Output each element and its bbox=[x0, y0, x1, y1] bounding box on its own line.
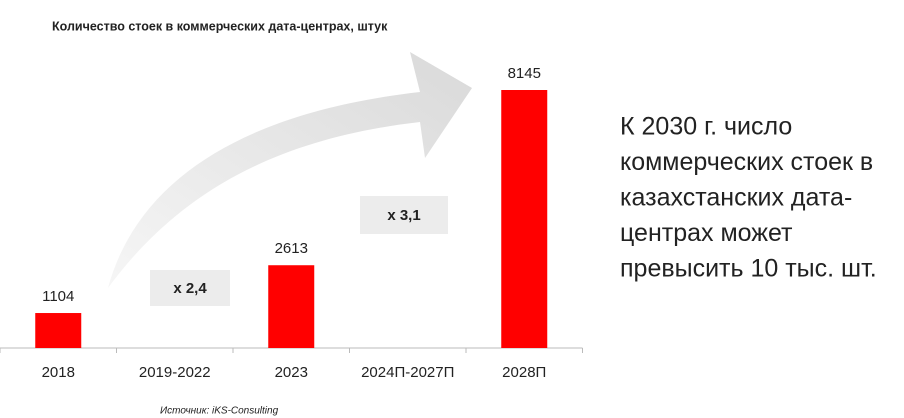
chart-title: Количество стоек в коммерческих дата-цен… bbox=[52, 19, 388, 33]
bar bbox=[268, 265, 315, 348]
side-text-line: центрах может bbox=[620, 219, 793, 247]
side-text: К 2030 г. число коммерческих стоек в казах… bbox=[620, 113, 877, 283]
x-tick-label: 2024П-2027П bbox=[361, 364, 454, 381]
data-label: 2613 bbox=[275, 240, 308, 257]
side-text-line: превысить 10 тыс. шт. bbox=[620, 255, 877, 283]
annotation-box bbox=[360, 196, 448, 234]
growth-arrow bbox=[108, 52, 472, 288]
side-text-line: казахстанских дата- bbox=[620, 184, 852, 212]
bar bbox=[501, 90, 548, 348]
x-tick-label: 2018 bbox=[42, 364, 75, 381]
bar bbox=[35, 313, 82, 348]
annotation: x 2,4 bbox=[173, 280, 207, 297]
annotation: x 3,1 bbox=[387, 207, 420, 224]
x-tick-label: 2023 bbox=[275, 364, 308, 381]
x-tick-label: 2019-2022 bbox=[139, 364, 211, 381]
x-tick-label: 2028П bbox=[502, 364, 546, 381]
annotation-box bbox=[150, 270, 230, 306]
source-note: Источник: iKS-Consulting bbox=[160, 406, 279, 417]
side-text-line: К 2030 г. число bbox=[620, 113, 792, 141]
side-text-line: коммерческих стоек в bbox=[620, 148, 873, 176]
data-label: 1104 bbox=[42, 288, 74, 305]
data-label: 8145 bbox=[508, 65, 541, 82]
